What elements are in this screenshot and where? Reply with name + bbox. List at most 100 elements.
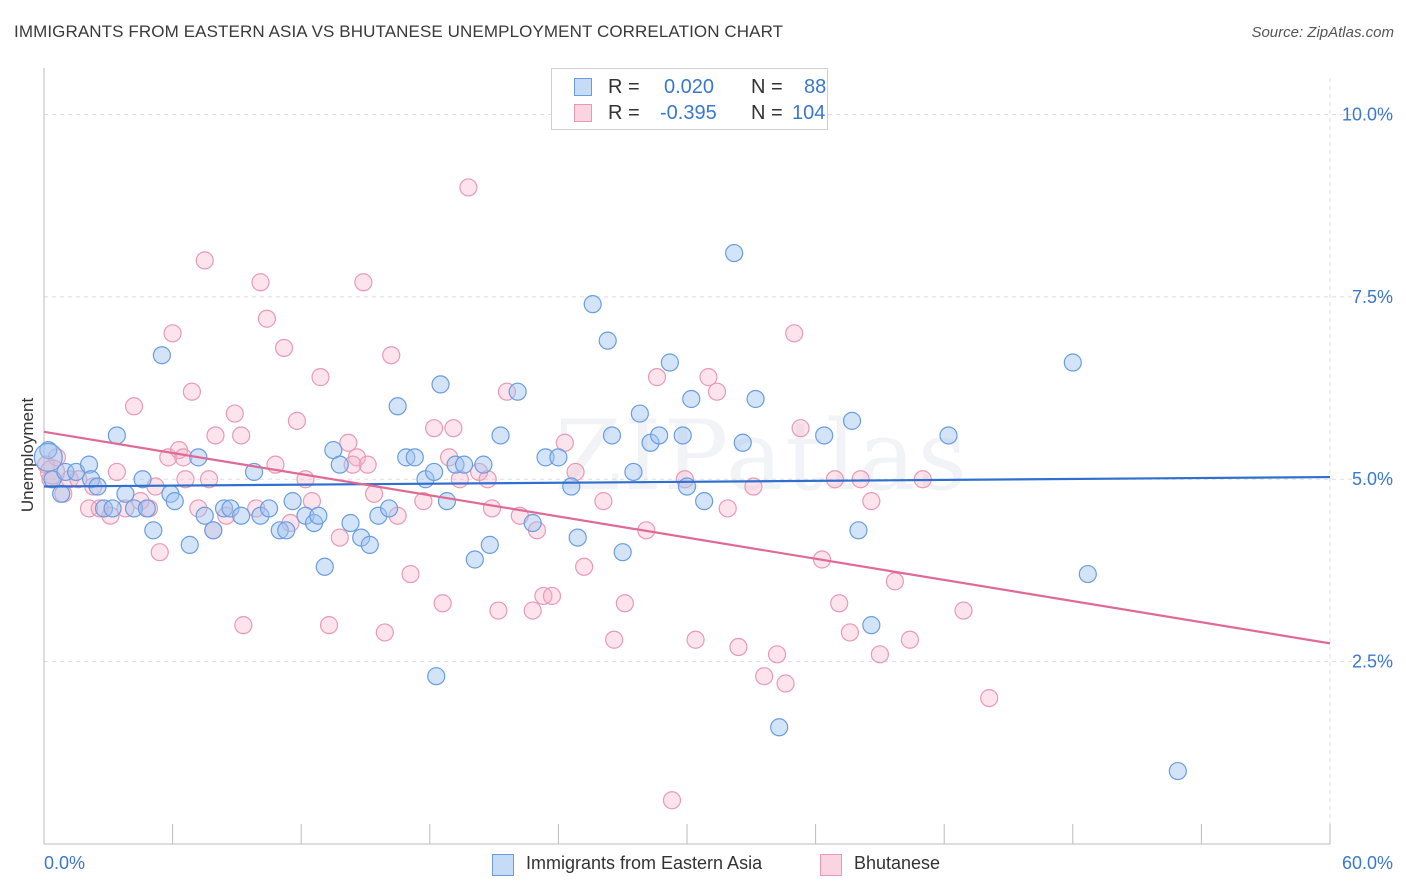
bhutanese-point — [124, 397, 144, 416]
bhutanese-point — [675, 470, 694, 489]
bhutanese-point — [199, 470, 219, 489]
axes — [43, 68, 1331, 845]
eastern-asia-point — [431, 375, 450, 394]
x-tick-label: 60.0% — [1342, 853, 1393, 873]
eastern-asia-point — [103, 499, 122, 518]
bhutanese-point — [206, 426, 225, 445]
eastern-asia-point — [939, 426, 958, 445]
eastern-asia-point — [437, 492, 457, 511]
bhutanese-point — [107, 462, 126, 482]
eastern-asia-point — [842, 411, 862, 430]
eastern-asia-point — [152, 346, 171, 365]
bhutanese-point — [767, 645, 787, 664]
bhutanese-point — [401, 564, 420, 584]
bhutanese-point — [90, 499, 109, 518]
bhutanese-point — [319, 616, 339, 635]
bhutanese-point — [489, 601, 508, 620]
eastern-asia-point — [283, 492, 302, 511]
eastern-asia-point — [624, 462, 643, 482]
bhutanese-point — [594, 492, 613, 511]
eastern-asia-point — [221, 499, 240, 518]
bhutanese-point — [647, 368, 667, 387]
eastern-asia-point — [815, 426, 834, 445]
bhutanese-point — [414, 492, 433, 511]
bhutanese-point — [311, 368, 330, 387]
y-tick-label: 10.0% — [1342, 104, 1393, 124]
bhutanese-point — [150, 543, 169, 562]
eastern-asia-point — [195, 506, 214, 525]
eastern-asia-point — [379, 499, 399, 518]
eastern-asia-point — [562, 477, 581, 496]
bhutanese-point — [900, 630, 920, 649]
eastern-asia-point — [33, 442, 63, 472]
eastern-asia-point — [315, 557, 334, 576]
legend-label: Bhutanese — [854, 853, 941, 873]
eastern-asia-point — [82, 470, 101, 489]
eastern-asia-point — [180, 535, 199, 554]
bhutanese-point — [523, 601, 542, 620]
eastern-asia-point — [673, 426, 692, 445]
eastern-asia-point — [474, 455, 493, 474]
bhutanese-point — [176, 470, 195, 489]
eastern-asia-point — [1168, 761, 1187, 781]
eastern-asia-point — [583, 295, 602, 314]
bhutanese-point — [776, 674, 795, 693]
r-value: 0.020 — [664, 76, 715, 98]
eastern-asia-point — [695, 492, 714, 511]
eastern-asia-point — [330, 455, 349, 474]
bhutanese-point — [851, 470, 870, 489]
eastern-asia-point — [1063, 353, 1082, 372]
eastern-asia-point — [56, 462, 75, 482]
eastern-asia-point — [480, 535, 499, 554]
eastern-asia-trend-line — [43, 475, 1331, 488]
bhutanese-point — [615, 594, 634, 613]
bhutanese-point — [234, 616, 253, 635]
correlation-legend: R = 0.020 N = 88 R = -0.395 N = 104 — [551, 68, 828, 130]
blue-swatch — [492, 854, 514, 876]
eastern-asia-point — [677, 477, 697, 496]
bhutanese-point — [251, 273, 270, 292]
y-tick-label: 2.5% — [1352, 652, 1393, 672]
eastern-asia-point — [232, 506, 251, 525]
pink-swatch — [820, 854, 842, 876]
bhutanese-point — [424, 419, 444, 438]
chart-title: IMMIGRANTS FROM EASTERN ASIA VS BHUTANES… — [14, 22, 784, 41]
eastern-asia-point — [107, 426, 126, 445]
eastern-asia-point — [270, 521, 289, 540]
bhutanese-point — [785, 324, 804, 343]
bhutanese-point — [885, 572, 905, 591]
bhutanese-point — [330, 528, 349, 547]
y-tick-label: 7.5% — [1352, 287, 1393, 307]
eastern-asia-point — [277, 521, 296, 540]
eastern-asia-point — [39, 440, 58, 460]
r-value: -0.395 — [660, 102, 717, 124]
bhutanese-point — [195, 251, 214, 270]
eastern-asia-point — [360, 535, 379, 554]
bhutanese-point — [339, 433, 358, 452]
grid-lines — [44, 78, 1390, 844]
eastern-asia-point — [204, 521, 223, 540]
bhutanese-point — [101, 506, 120, 525]
eastern-asia-point — [52, 484, 71, 503]
n-label: N = — [751, 76, 783, 98]
eastern-asia-point — [214, 499, 234, 518]
eastern-asia-point — [862, 616, 881, 635]
bhutanese-point — [980, 688, 999, 708]
eastern-asia-point — [536, 448, 555, 467]
blue-swatch — [574, 78, 592, 96]
eastern-asia-point — [124, 499, 144, 518]
eastern-asia-points — [33, 243, 1187, 781]
eastern-asia-point — [405, 448, 424, 467]
eastern-asia-point — [650, 426, 669, 445]
eastern-asia-point — [568, 528, 587, 547]
eastern-asia-point — [309, 506, 328, 525]
eastern-asia-point — [613, 543, 632, 562]
trend-lines — [43, 430, 1331, 645]
eastern-asia-point — [770, 718, 789, 737]
bhutanese-point — [163, 324, 182, 343]
n-label: N = — [751, 102, 783, 124]
bhutanese-point — [791, 419, 810, 438]
r-label: R = — [608, 102, 640, 124]
eastern-asia-point — [725, 243, 744, 263]
